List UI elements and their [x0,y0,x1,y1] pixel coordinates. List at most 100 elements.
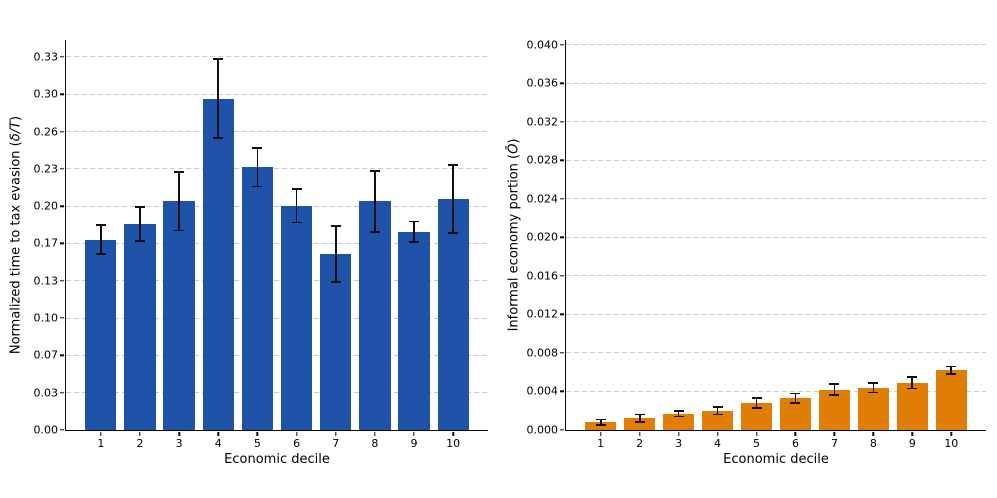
gridline [566,44,986,46]
error-bar-cap [907,387,918,390]
gridline [66,56,488,58]
error-bar-cap [213,58,224,61]
error-bar-cap [751,406,762,409]
error-bar-line [139,206,141,241]
error-bar-line [638,414,641,423]
x-tick-mark [950,431,953,436]
gridline [66,93,488,95]
left-y-axis-label-suffix: ) [8,115,24,121]
x-tick-mark [599,431,602,436]
error-bar-line [99,224,102,255]
x-tick-label: 8 [869,437,877,450]
y-tick-label: 0.024 [526,192,559,206]
y-tick-label: 0.13 [33,274,59,288]
x-tick-label: 10 [944,437,959,450]
error-bar-cap [868,381,879,384]
error-bar-cap [330,225,341,227]
error-bar-cap [409,220,419,223]
error-bar-line [755,398,758,408]
gridline [66,205,488,207]
x-tick-mark [755,431,758,436]
gridline [566,198,986,200]
error-bar-cap [868,391,879,394]
error-bar-line [794,393,797,404]
error-bar-cap [174,229,185,232]
bar [663,413,695,430]
error-bar-cap [634,421,645,424]
y-tick-label: 0.032 [526,115,559,129]
y-tick-mark [60,280,65,282]
gridline [566,352,986,354]
y-tick-label: 0.23 [33,162,59,176]
y-tick-mark [60,354,65,357]
error-bar-cap [448,164,459,166]
x-tick-label: 8 [371,437,379,450]
error-bar-cap [634,413,645,416]
left-y-axis-label: Normalized time to tax evasion (δ/T) [9,116,24,354]
error-bar-cap [134,239,145,242]
y-tick-label: 0.00 [33,423,59,437]
x-tick-label: 3 [175,437,183,450]
y-tick-mark [560,236,565,239]
y-tick-mark [560,121,565,123]
x-tick-mark [794,431,797,436]
error-bar-cap [134,205,145,208]
bar [935,370,967,430]
plot-area-right: 0.000 0.004 0.008 0.012 0.016 0.020 0.024 0.028… [527,39,986,449]
y-tick-label: 0.008 [526,346,559,360]
error-bar-cap [95,223,106,226]
gridline [66,131,488,133]
gridline [66,168,488,170]
error-bar-line [413,221,415,242]
y-tick-label: 0.028 [526,153,559,167]
x-tick-label: 1 [97,437,105,450]
error-bar-cap [946,365,957,368]
y-tick-label: 0.004 [526,384,559,398]
left-x-axis-label: Economic decile [224,452,330,467]
y-tick-mark [60,242,65,245]
x-tick-label: 9 [908,437,916,450]
y-tick-label: 0.20 [33,199,59,213]
error-bar-cap [95,253,106,256]
error-bar-cap [673,415,684,418]
plot-area-left: 0.00 0.03 0.07 0.10 0.13 0.17 0.20 0.23 0.26 0.30… [34,40,488,449]
error-bar-cap [751,397,762,400]
x-tick-label: 7 [332,437,340,450]
y-tick-mark [560,429,565,431]
x-tick-mark [295,431,298,436]
error-bar-cap [409,240,419,243]
error-bar-line [950,366,953,375]
y-tick-label: 0.07 [33,348,59,362]
error-bar-cap [946,373,957,376]
error-bar-line [178,171,181,231]
y-tick-mark [560,198,565,200]
bar [896,382,928,430]
x-tick-label: 4 [214,437,222,450]
x-tick-label: 9 [410,437,418,450]
y-tick-label: 0.30 [33,87,59,101]
bar [241,167,274,430]
x-tick-mark [872,431,875,436]
x-tick-label: 7 [830,437,838,450]
x-tick-mark [256,431,259,436]
y-tick-mark [560,44,565,46]
y-tick-mark [60,56,65,58]
gridline [566,121,986,123]
y-tick-label: 0.040 [526,38,559,52]
error-bar-line [833,383,836,396]
y-tick-label: 0.33 [33,50,59,64]
y-tick-label: 0.036 [526,76,559,90]
error-bar-cap [790,402,801,404]
error-bar-cap [829,394,840,397]
gridline [566,236,986,238]
gridline [566,313,986,315]
error-bar-cap [595,424,606,427]
right-y-axis-label-suffix: ) [506,138,522,144]
y-tick-label: 0.016 [526,269,559,283]
error-bar-line [295,188,298,223]
x-tick-label: 4 [714,437,722,450]
y-tick-mark [560,159,565,162]
bar [585,422,617,430]
left-y-axis-label-text: Normalized time to tax evasion ( [8,141,24,355]
x-tick-mark [139,431,141,436]
